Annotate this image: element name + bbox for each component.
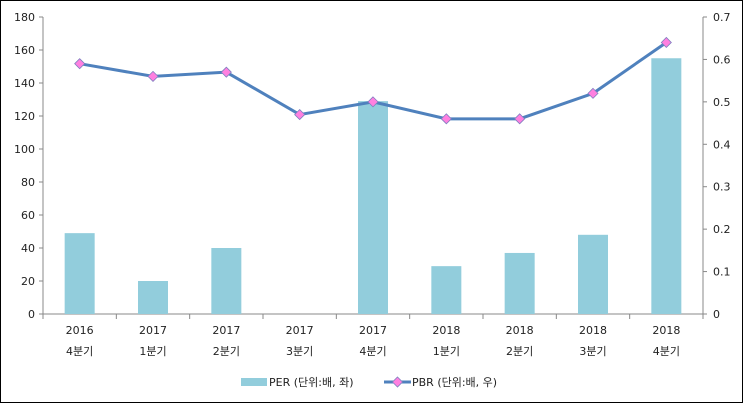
x-tick-label-quarter: 2분기 (506, 345, 533, 358)
x-tick-label-year: 2018 (432, 324, 460, 337)
legend-pbr-marker (391, 376, 404, 388)
left-tick-label: 80 (21, 176, 35, 189)
x-tick-label-year: 2018 (506, 324, 534, 337)
pbr-marker (220, 66, 232, 78)
per-bar (578, 234, 608, 314)
pbr-marker (74, 58, 86, 70)
legend-pbr-label: PBR (단위:배, 우) (412, 376, 497, 389)
legend-per-swatch (241, 378, 267, 386)
pbr-marker (660, 36, 672, 49)
left-tick-label: 180 (14, 11, 35, 24)
per-bar (431, 266, 462, 314)
x-tick-label-year: 2017 (139, 324, 167, 337)
pbr-marker (294, 109, 306, 121)
x-tick-label-year: 2016 (66, 324, 94, 337)
legend-per-label: PER (단위:배, 좌) (269, 376, 354, 389)
x-tick-label-quarter: 2분기 (213, 345, 240, 358)
per-bar (138, 281, 168, 314)
left-tick-label: 140 (14, 77, 35, 90)
x-tick-label-quarter: 4분기 (653, 345, 680, 358)
x-tick-label-quarter: 3분기 (286, 345, 313, 358)
right-tick-label: 0.2 (713, 223, 731, 236)
right-tick-label: 0.3 (713, 181, 731, 194)
left-tick-label: 120 (14, 110, 35, 123)
x-tick-label-quarter: 4분기 (66, 345, 93, 358)
left-tick-label: 40 (21, 242, 35, 255)
left-tick-label: 160 (14, 44, 35, 57)
x-tick-label-quarter: 4분기 (359, 345, 386, 358)
right-tick-label: 0.7 (713, 11, 731, 24)
left-tick-label: 100 (14, 143, 35, 156)
pbr-marker (587, 87, 599, 99)
left-tick-label: 0 (28, 308, 35, 321)
x-tick-label-year: 2018 (652, 324, 680, 337)
pbr-marker (147, 70, 159, 82)
right-tick-label: 0 (713, 308, 720, 321)
x-tick-label-year: 2017 (212, 324, 240, 337)
right-tick-label: 0.6 (713, 53, 731, 66)
per-bar (211, 248, 242, 314)
x-tick-label-year: 2018 (579, 324, 607, 337)
per-bar (358, 101, 388, 315)
right-tick-label: 0.1 (713, 266, 731, 279)
x-tick-label-year: 2017 (286, 324, 314, 337)
left-tick-label: 60 (21, 209, 35, 222)
x-tick-label-quarter: 3분기 (579, 345, 606, 358)
x-tick-label-year: 2017 (359, 324, 387, 337)
per-bar (64, 233, 95, 314)
x-tick-label-quarter: 1분기 (433, 345, 460, 358)
right-tick-label: 0.4 (713, 138, 731, 151)
right-tick-label: 0.5 (713, 96, 731, 109)
pbr-marker (514, 113, 526, 125)
per-bar (504, 252, 535, 314)
per-bar (651, 58, 682, 314)
pbr-marker (440, 113, 452, 125)
left-tick-label: 20 (21, 275, 35, 288)
x-tick-label-quarter: 1분기 (139, 345, 166, 358)
pbr-marker (367, 96, 379, 108)
